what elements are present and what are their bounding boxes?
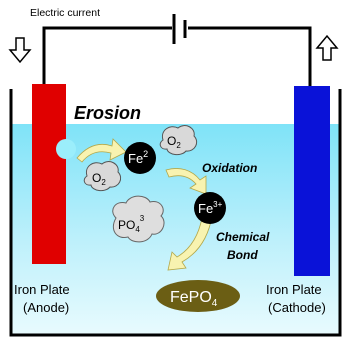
oxygen-molecule: O2	[159, 125, 198, 156]
fe3-charge: 3+	[213, 200, 222, 209]
o2-subscript: 2	[176, 141, 181, 150]
erosion-label: Erosion	[74, 103, 141, 123]
o2-subscript: 2	[101, 178, 106, 187]
svg-text:Fe3+: Fe3+	[198, 200, 223, 216]
chemical-bond-label: Chemical Bond	[216, 230, 270, 262]
oxidation-label: Oxidation	[202, 161, 257, 175]
svg-text:PO43: PO43	[118, 214, 145, 234]
po4-subscript: 4	[135, 225, 140, 234]
po4-symbol: PO	[118, 218, 135, 232]
fe2-charge: 2	[143, 149, 148, 159]
erosion-pit	[56, 139, 76, 159]
fe2-symbol: Fe	[128, 151, 143, 166]
ferric-phosphate: FePO4	[156, 280, 240, 312]
anode-label: Iron Plate (Anode)	[14, 282, 70, 315]
cathode-plate	[294, 86, 330, 276]
down-arrow-icon	[8, 37, 32, 64]
anode-plate	[32, 84, 66, 264]
ferric-ion: Fe3+	[194, 192, 226, 224]
battery-icon	[172, 14, 187, 44]
po4-charge: 3	[140, 214, 145, 223]
up-arrow-icon	[315, 34, 339, 61]
svg-text:Fe2: Fe2	[128, 149, 148, 166]
svg-text:FePO4: FePO4	[170, 289, 218, 309]
electric-current-label: Electric current	[30, 7, 100, 19]
flow-arrow	[76, 138, 213, 271]
circuit-wire	[42, 26, 312, 86]
oxygen-molecule: O2	[83, 161, 122, 192]
fepo4-subscript: 4	[212, 298, 218, 309]
ferrous-ion: Fe2	[124, 142, 156, 174]
fe3-symbol: Fe	[198, 201, 213, 216]
fepo4-symbol: FePO	[170, 289, 212, 306]
tank-outline	[9, 89, 342, 337]
o2-symbol: O	[167, 134, 176, 148]
svg-text:O2: O2	[167, 134, 181, 150]
cathode-label: Iron Plate (Cathode)	[266, 282, 326, 315]
phosphate-ion: PO43	[112, 195, 165, 243]
svg-text:O2: O2	[92, 171, 106, 187]
o2-symbol: O	[92, 171, 101, 185]
